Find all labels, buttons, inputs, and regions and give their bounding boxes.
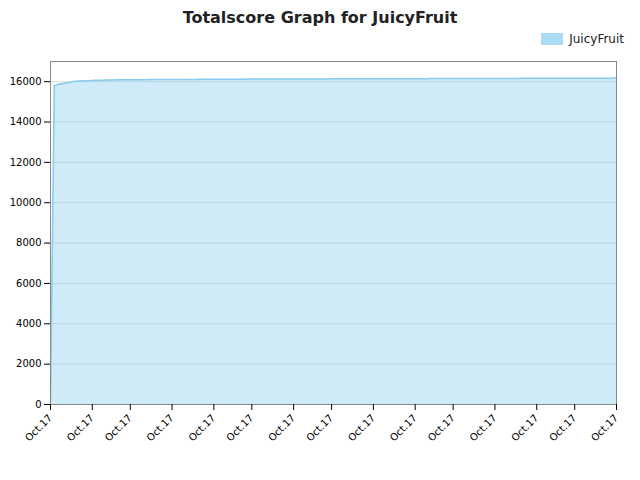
svg-text:8000: 8000: [16, 237, 41, 248]
svg-text:6000: 6000: [16, 278, 41, 289]
html-text:JuicyFruit: JuicyFruit: [569, 32, 624, 46]
svg-text:Oct.17: Oct.17: [224, 412, 255, 443]
svg-text:Oct.17: Oct.17: [186, 412, 217, 443]
svg-text:4000: 4000: [16, 318, 41, 329]
svg-text:2000: 2000: [16, 358, 41, 369]
svg-text:10000: 10000: [10, 197, 42, 208]
svg-text:Oct.17: Oct.17: [304, 412, 335, 443]
svg-text:Oct.17: Oct.17: [23, 412, 54, 443]
svg-text:Oct.17: Oct.17: [65, 412, 96, 443]
svg-text:Oct.17: Oct.17: [103, 412, 134, 443]
svg-text:Oct.17: Oct.17: [467, 412, 498, 443]
svg-text:Oct.17: Oct.17: [346, 412, 377, 443]
html-text:Totalscore Graph for JuicyFrui: Totalscore Graph for JuicyFruit: [182, 8, 458, 27]
svg-text:0: 0: [35, 399, 41, 410]
svg-text:Oct.17: Oct.17: [509, 412, 540, 443]
svg-text:12000: 12000: [10, 157, 42, 168]
svg-text:16000: 16000: [10, 76, 42, 87]
svg-text:Oct.17: Oct.17: [589, 412, 620, 443]
svg-text:Oct.17: Oct.17: [266, 412, 297, 443]
svg-text:Oct.17: Oct.17: [144, 412, 175, 443]
svg-text:Oct.17: Oct.17: [388, 412, 419, 443]
svg-text:14000: 14000: [10, 116, 42, 127]
svg-text:Oct.17: Oct.17: [426, 412, 457, 443]
svg-text:Oct.17: Oct.17: [547, 412, 578, 443]
